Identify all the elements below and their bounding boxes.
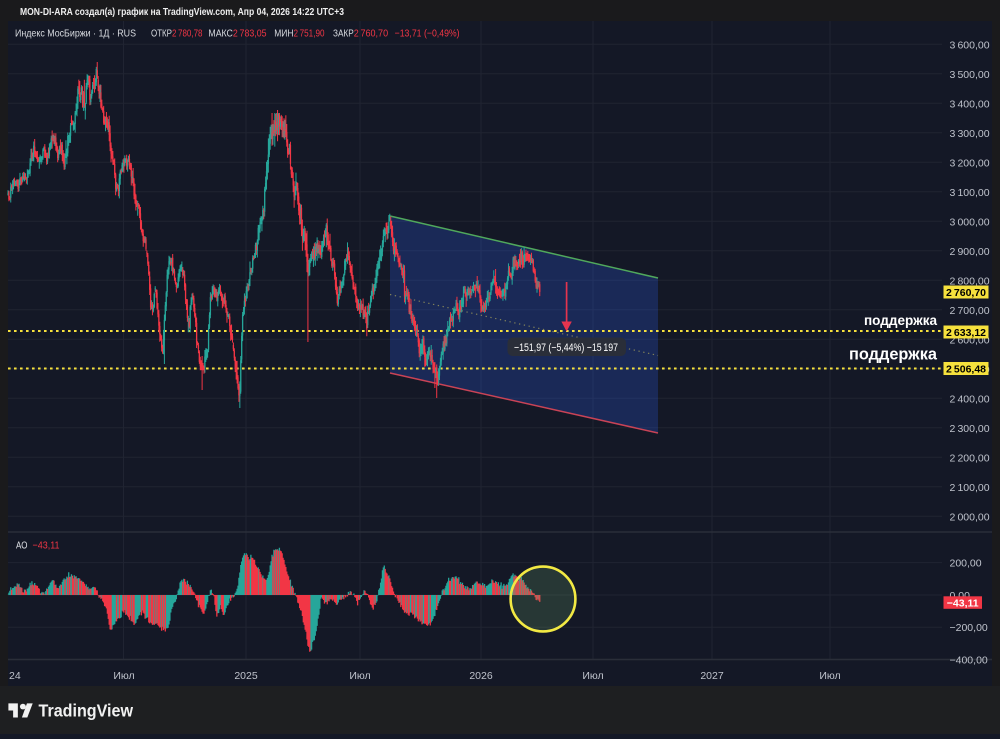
svg-text:2 900,00: 2 900,00 [950, 246, 990, 258]
svg-text:Индекс МосБиржи · 1Д · RUS: Индекс МосБиржи · 1Д · RUS [15, 28, 136, 39]
svg-text:2 506,48: 2 506,48 [946, 364, 986, 376]
svg-text:2 751,90: 2 751,90 [294, 28, 325, 39]
svg-text:2 783,05: 2 783,05 [233, 28, 267, 39]
svg-text:2 760,70: 2 760,70 [354, 28, 389, 39]
svg-text:2 800,00: 2 800,00 [950, 275, 990, 287]
svg-text:−43,11: −43,11 [947, 598, 979, 610]
svg-text:TradingView: TradingView [39, 701, 134, 721]
svg-text:3 400,00: 3 400,00 [950, 98, 990, 110]
svg-text:Июл: Июл [113, 670, 134, 682]
svg-text:поддержка: поддержка [864, 312, 937, 328]
svg-text:Июл: Июл [819, 670, 840, 682]
svg-text:МАКС: МАКС [208, 28, 233, 39]
svg-text:2025: 2025 [234, 670, 258, 682]
svg-text:МИН: МИН [274, 28, 293, 39]
svg-text:3 300,00: 3 300,00 [950, 128, 990, 140]
svg-text:2 000,00: 2 000,00 [950, 511, 990, 523]
svg-text:Июл: Июл [349, 670, 370, 682]
svg-text:3 600,00: 3 600,00 [950, 39, 990, 51]
svg-text:ЗАКР: ЗАКР [333, 28, 354, 39]
svg-text:2 300,00: 2 300,00 [950, 423, 990, 435]
svg-text:−13,71 (−0,49%): −13,71 (−0,49%) [395, 28, 460, 39]
svg-text:3 500,00: 3 500,00 [950, 69, 990, 81]
svg-text:3 200,00: 3 200,00 [950, 157, 990, 169]
svg-text:2 200,00: 2 200,00 [950, 452, 990, 464]
svg-text:Июл: Июл [582, 670, 603, 682]
svg-text:поддержка: поддержка [849, 345, 938, 364]
svg-text:24: 24 [9, 670, 21, 682]
svg-text:200,00: 200,00 [950, 558, 982, 570]
svg-text:AO: AO [16, 541, 28, 552]
svg-text:MON-DI-ARA создал(а) график на: MON-DI-ARA создал(а) график на TradingVi… [20, 6, 344, 18]
svg-text:3 000,00: 3 000,00 [950, 216, 990, 228]
svg-text:2026: 2026 [469, 670, 493, 682]
svg-text:2 700,00: 2 700,00 [950, 305, 990, 317]
svg-text:2 400,00: 2 400,00 [950, 393, 990, 405]
svg-text:3 100,00: 3 100,00 [950, 187, 990, 199]
svg-text:2 760,70: 2 760,70 [946, 287, 986, 299]
svg-text:2 633,12: 2 633,12 [946, 327, 986, 339]
svg-text:−151,97 (−5,44%) −15 197: −151,97 (−5,44%) −15 197 [514, 342, 618, 354]
svg-text:2 780,78: 2 780,78 [172, 28, 203, 39]
svg-text:2 100,00: 2 100,00 [950, 482, 990, 494]
svg-text:ОТКР: ОТКР [151, 28, 172, 39]
svg-text:−43,11: −43,11 [33, 541, 60, 552]
svg-text:−200,00: −200,00 [950, 622, 988, 634]
svg-text:−400,00: −400,00 [950, 654, 988, 666]
svg-text:2027: 2027 [700, 670, 724, 682]
